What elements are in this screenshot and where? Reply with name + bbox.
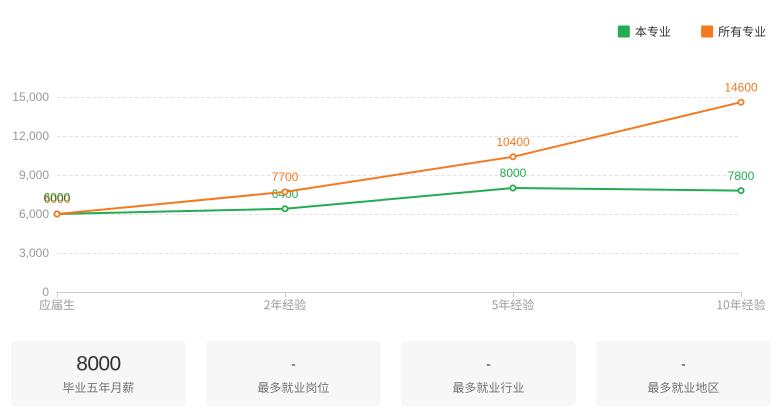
- svg-text:-: -: [681, 355, 686, 371]
- svg-text:-: -: [486, 355, 491, 371]
- svg-text:15,000: 15,000: [12, 90, 49, 104]
- svg-text:10400: 10400: [496, 135, 530, 149]
- svg-text:6,000: 6,000: [19, 207, 49, 221]
- svg-text:9,000: 9,000: [19, 168, 49, 182]
- svg-text:6000: 6000: [44, 192, 71, 206]
- svg-text:6000: 6000: [43, 191, 70, 205]
- svg-text:7800: 7800: [728, 169, 755, 183]
- svg-text:3,000: 3,000: [19, 246, 49, 260]
- svg-text:8000: 8000: [500, 166, 527, 180]
- svg-text:12,000: 12,000: [12, 129, 49, 143]
- svg-text:8000: 8000: [76, 352, 120, 375]
- svg-text:-: -: [291, 355, 296, 371]
- svg-text:14600: 14600: [724, 80, 758, 94]
- svg-text:7700: 7700: [272, 170, 299, 184]
- svg-text:0: 0: [42, 285, 49, 299]
